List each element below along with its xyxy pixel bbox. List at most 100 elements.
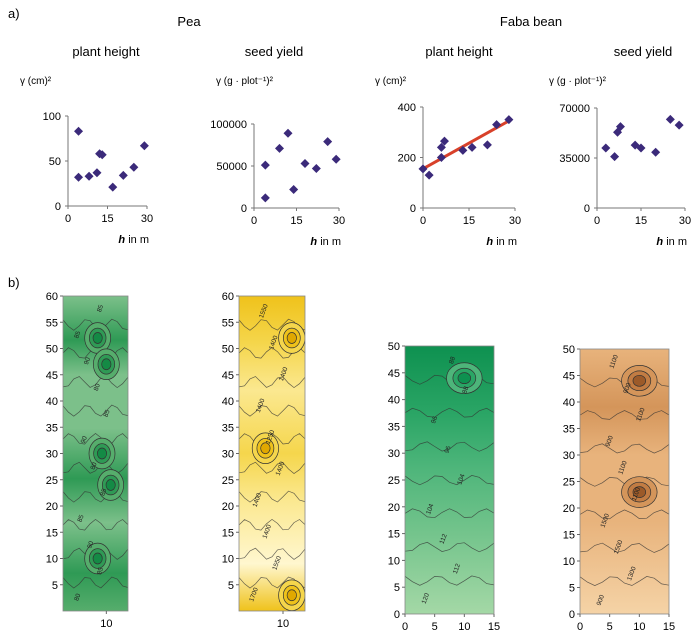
- y-tick-label: 25: [222, 475, 234, 487]
- contour-line: [239, 518, 305, 531]
- contour-label: 1100: [635, 407, 646, 423]
- plot-title: seed yield: [614, 44, 673, 59]
- x-tick-label: 10: [633, 621, 645, 633]
- contour-line: [239, 433, 305, 445]
- panel-label-b: b): [8, 275, 20, 290]
- data-point: [92, 168, 102, 178]
- scatter-plot-3: plant height γ (cm)² 0 15 30 0 200 400 h in m: [375, 44, 521, 248]
- contour-label: 1400: [255, 397, 267, 413]
- data-point: [601, 143, 611, 153]
- contour-label: 85: [96, 304, 105, 314]
- data-point: [436, 142, 446, 152]
- y-tick-label: 30: [388, 448, 400, 460]
- data-point: [458, 145, 468, 155]
- contour-line: [405, 541, 494, 553]
- x-tick-label: 0: [251, 215, 257, 227]
- data-point: [651, 147, 661, 157]
- contour-label: 1300: [626, 565, 638, 581]
- contour-label: 1400: [278, 366, 290, 382]
- data-point: [74, 126, 84, 136]
- y-tick-label: 15: [222, 527, 234, 539]
- y-tick-label: 35: [46, 422, 58, 434]
- data-point: [118, 170, 128, 180]
- contour-label: 1100: [609, 354, 620, 370]
- data-point: [331, 154, 341, 164]
- y-tick-label: 10: [46, 554, 58, 566]
- contour-label: 1400: [275, 460, 287, 476]
- x-tick-label: 5: [607, 621, 613, 633]
- contour-line: [239, 547, 305, 560]
- y-tick-label: 25: [563, 477, 575, 489]
- contour-label: 1500: [613, 539, 625, 555]
- data-point: [260, 193, 270, 203]
- contour-label: 112: [439, 533, 449, 545]
- contour-label: 1100: [631, 486, 642, 502]
- data-point: [439, 136, 449, 146]
- x-axis-label: h in m: [118, 234, 149, 246]
- y-tick-label: 25: [46, 475, 58, 487]
- y-tick-label: 60: [46, 291, 58, 303]
- y-tick-label: 100000: [210, 119, 247, 131]
- y-tick-label: 45: [46, 370, 58, 382]
- panel-label-a: a): [8, 6, 20, 21]
- contour-line: [63, 518, 128, 531]
- x-tick-label: 30: [679, 215, 691, 227]
- x-tick-label: 15: [290, 215, 302, 227]
- contour-label: 85: [99, 487, 108, 497]
- contour-label: 1550: [258, 303, 270, 319]
- contour-line: [405, 475, 494, 486]
- data-point: [482, 140, 492, 150]
- y-tick-label: 35: [563, 424, 575, 436]
- contour-peak: [286, 589, 297, 602]
- contour-label: 104: [425, 503, 435, 516]
- contour-peak: [286, 332, 297, 344]
- y-tick-label: 10: [222, 554, 234, 566]
- contour-line: [405, 575, 494, 586]
- contour-label: 1400: [252, 492, 264, 508]
- contour-line: [239, 576, 305, 589]
- y-tick-label: 20: [563, 503, 575, 515]
- y-tick-label: 40: [388, 395, 400, 407]
- data-point: [300, 158, 310, 168]
- data-point: [84, 171, 94, 181]
- data-point: [674, 120, 684, 130]
- map-field: [580, 349, 669, 614]
- y-tick-label: 0: [55, 201, 61, 213]
- data-point: [418, 164, 428, 174]
- y-tick-label: 40: [563, 397, 575, 409]
- y-tick-label: 45: [222, 370, 234, 382]
- contour-line: [63, 576, 128, 589]
- y-tick-label: 5: [52, 580, 58, 592]
- contour-label: 85: [77, 514, 86, 524]
- data-point: [610, 152, 620, 162]
- y-tick-label: 0: [394, 609, 400, 621]
- contour-peak: [632, 374, 647, 387]
- scatter-plot-1: plant height γ (cm)² 0 15 30 0 50 100 h in m: [20, 44, 153, 246]
- contour-label: 900: [596, 594, 606, 607]
- y-tick-label: 15: [388, 529, 400, 541]
- y-tick-label: 200: [398, 153, 416, 165]
- x-axis-label: h in m: [656, 236, 687, 248]
- data-point: [615, 122, 625, 132]
- y-tick-label: 35000: [559, 153, 590, 165]
- y-tick-label: 50000: [216, 161, 247, 173]
- contour-label: 900: [622, 382, 632, 395]
- contour-label: 900: [605, 435, 615, 448]
- x-tick-label: 0: [402, 621, 408, 633]
- contour-peak: [97, 447, 107, 460]
- contour-line: [239, 461, 305, 474]
- contour-peak: [101, 358, 112, 371]
- y-tick-label: 5: [569, 583, 575, 595]
- contour-label: 88: [448, 355, 457, 365]
- contour-layer: 120 112 112 104 104 96 96 88 88: [405, 355, 494, 605]
- data-point: [665, 114, 675, 124]
- y-tick-label: 0: [584, 203, 590, 215]
- contour-line: [580, 509, 669, 520]
- scatter-plot-2: seed yield γ (g · plot⁻¹)² 0 15 30 0 50000 1000…: [210, 44, 345, 248]
- contour-peak: [457, 372, 472, 385]
- contour-line: [580, 410, 669, 420]
- contour-peak: [92, 332, 103, 344]
- x-tick-label: 15: [463, 215, 475, 227]
- y-tick-label: 30: [46, 449, 58, 461]
- contour-line: [580, 443, 669, 454]
